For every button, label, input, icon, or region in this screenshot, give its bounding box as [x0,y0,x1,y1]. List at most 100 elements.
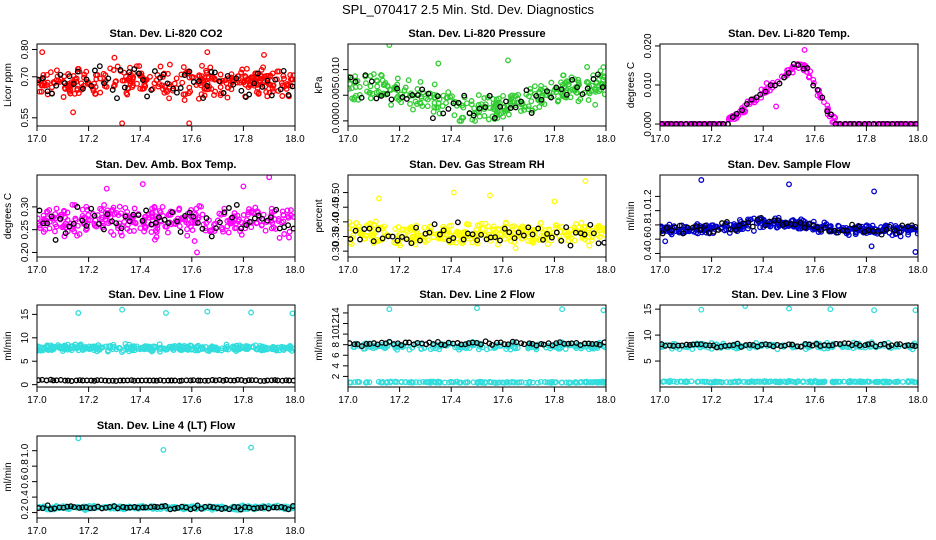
data-point [110,204,117,211]
x-tick-label: 17.0 [650,134,670,145]
data-point [795,225,802,232]
data-point [267,72,274,79]
data-point [186,84,193,91]
data-point-black [83,222,90,229]
data-point [426,223,433,230]
data-point-black [151,503,158,510]
data-point [534,379,541,386]
data-point [348,219,353,226]
data-point [745,216,751,223]
data-point [100,70,107,77]
data-point [596,379,603,385]
data-point [529,379,536,386]
data-point [388,101,395,108]
x-tick-label: 18.0 [285,134,305,145]
data-point [187,223,194,230]
data-point-black [200,95,207,102]
x-tick-label: 17.2 [79,265,99,276]
data-point-black [470,112,477,119]
data-point-black [594,71,601,78]
data-point [891,121,898,126]
outlier-point [551,198,558,205]
data-point [287,342,294,349]
data-point-black [844,227,850,234]
data-point-black [663,224,670,231]
data-point [75,347,82,354]
data-point [601,74,606,81]
data-point [279,93,286,99]
data-point [362,80,369,87]
data-point [233,346,240,353]
x-tick-label: 18.0 [285,395,305,406]
data-point-black [706,342,713,349]
y-tick-label: 10 [331,328,342,340]
y-tick-label: 0.6 [643,232,654,246]
data-point [194,216,201,223]
data-point [78,80,85,87]
data-point [662,121,669,126]
data-point [166,61,173,68]
data-point [427,378,434,385]
data-point [676,346,683,353]
data-point [557,228,564,235]
outlier-point [204,308,211,315]
data-point-black [105,377,112,384]
data-point-black [164,80,171,87]
data-point [420,378,427,385]
data-point [528,98,535,105]
x-tick-label: 17.6 [805,265,825,276]
data-point [420,89,426,96]
data-point [586,242,593,249]
data-point [893,226,900,233]
outlier-point [266,175,273,181]
data-point [61,222,68,229]
data-point-black [529,231,536,238]
data-point [134,80,140,87]
data-point [537,220,544,226]
data-point-black [762,341,769,348]
outlier-point [698,306,705,313]
data-point [499,379,506,386]
data-point-black [176,377,183,384]
data-point-black [279,377,286,384]
data-point-black [599,84,606,91]
data-point-black [725,121,731,126]
data-point-black [497,103,504,110]
data-point-black [91,212,98,219]
data-point [348,225,352,232]
data-point [116,344,123,351]
y-tick-label: 0.8 [20,459,31,473]
data-point-black [216,78,223,85]
outlier-point [139,181,146,188]
plot-frame [36,43,296,127]
data-point [185,90,192,97]
data-point [387,87,394,93]
data-point-black [553,340,560,347]
data-point [44,79,51,86]
data-point [537,86,544,93]
data-point [806,378,813,385]
panel-6: Stan. Dev. Sample Flow ml/min 17.0 17.2 17.4… [626,159,928,276]
data-point-black [824,108,831,115]
data-point [92,90,99,97]
data-point [83,203,90,210]
outlier-point [912,307,918,314]
data-point-black [413,224,420,231]
data-point [767,378,774,385]
data-point [890,226,897,233]
data-point-black [190,213,197,220]
data-point [106,343,112,350]
data-point [187,213,194,219]
x-tick-label: 17.8 [234,134,254,145]
data-point [74,87,81,94]
data-point-black [207,503,213,510]
data-point [206,348,212,354]
data-point-black [544,230,551,237]
data-point [153,234,160,240]
y-tick-label: 0.6 [20,474,31,488]
data-point [407,100,413,107]
data-point-black [563,91,570,98]
data-point [424,96,431,103]
data-point-black [70,81,77,87]
data-point-black [894,121,901,126]
